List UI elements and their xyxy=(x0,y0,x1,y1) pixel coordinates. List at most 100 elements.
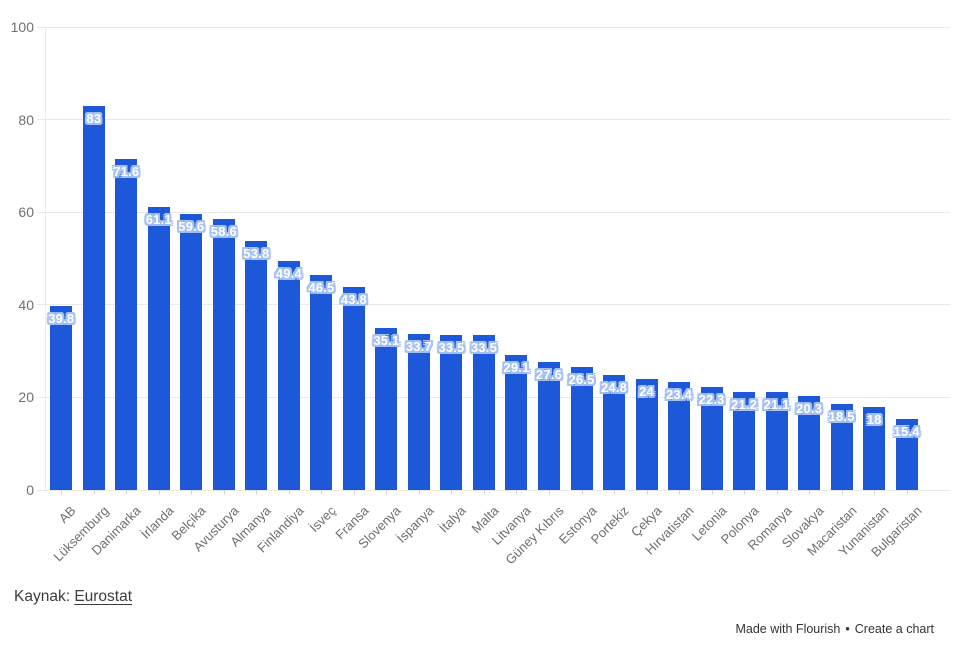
bar-Litvanya[interactable]: 29.1 xyxy=(503,355,529,490)
bar-Bulgaristan[interactable]: 15.4 xyxy=(893,418,920,490)
bar-value-label: 18 xyxy=(866,411,882,427)
bar-value-label: 58.6 xyxy=(210,223,237,239)
gridline-y-100 xyxy=(37,26,950,28)
bar-Lüksemburg[interactable]: 83 xyxy=(82,105,105,490)
bar-Malta[interactable]: 33.5 xyxy=(470,334,498,490)
bar-value-label: 83 xyxy=(86,110,102,126)
made-with-flourish-link[interactable]: Made with Flourish xyxy=(735,622,841,636)
bar-slot: 58.6 Avusturya xyxy=(190,27,241,554)
y-axis-tick-label: 20 xyxy=(18,389,34,406)
bar-value-label: 61.1 xyxy=(145,212,172,228)
x-axis-tick-mark xyxy=(158,490,160,495)
bar-slot: 21.1 Romanya xyxy=(744,27,794,553)
bar-İtalya[interactable]: 33.5 xyxy=(438,334,465,490)
bar-slot: 21.2 Polonya xyxy=(718,27,762,547)
bar-slot: 24.8 Portekiz xyxy=(588,27,632,547)
bar-slot: 15.4 Bulgaristan xyxy=(868,27,924,560)
bars-layer: 39.8 AB 83 Lüksemburg 71.6 Danimarka 61.1 İrlan… xyxy=(45,27,924,567)
x-axis-tick-mark xyxy=(776,490,778,495)
bar-İrlanda[interactable]: 61.1 xyxy=(145,207,172,490)
bar-Polonya[interactable]: 21.2 xyxy=(731,391,757,490)
bar-value-label: 27.6 xyxy=(535,367,563,383)
source-line: Kaynak: Eurostat xyxy=(14,588,132,606)
bar-slot: 59.6 Belçika xyxy=(169,27,209,543)
bar-Çekya[interactable]: 24 xyxy=(635,378,658,490)
x-axis-tick-mark xyxy=(679,490,681,495)
bar-slot: 71.6 Danimarka xyxy=(89,27,144,558)
bar-Slovakya[interactable]: 20.3 xyxy=(796,396,823,490)
x-axis-tick-mark xyxy=(874,490,876,495)
x-axis-tick-mark xyxy=(841,490,843,495)
x-axis-tick-mark xyxy=(418,490,420,495)
bar-slot: 49.4 Finlandiya xyxy=(254,27,306,556)
source-link[interactable]: Eurostat xyxy=(74,588,133,605)
bar-İsveç[interactable]: 46.5 xyxy=(308,274,335,490)
x-axis-tick-mark xyxy=(353,490,355,495)
bar-Hırvatistan[interactable]: 23.4 xyxy=(666,381,692,490)
bar-value-label: 33.5 xyxy=(470,339,498,355)
bar-slot: 27.6 Güney Kıbrıs xyxy=(502,27,567,567)
bar-Yunanistan[interactable]: 18 xyxy=(863,406,886,490)
gridline-y-0 xyxy=(37,489,950,491)
bar-value-label: 39.8 xyxy=(48,310,75,326)
bar-slot: 18 Yunanistan xyxy=(836,27,892,559)
plot-area: 0 20 40 60 80 100 39.8 AB 83 Lüksemburg 71.6 Danim… xyxy=(11,19,950,567)
bar-slot: 29.1 Litvanya xyxy=(489,27,534,548)
bar-Belçika[interactable]: 59.6 xyxy=(178,214,205,490)
bar-Romanya[interactable]: 21.1 xyxy=(763,392,790,490)
bar-slot: 46.5 İsveç xyxy=(305,27,339,535)
x-axis-tick-mark xyxy=(614,490,616,495)
x-axis-category-label: İrlanda xyxy=(137,503,177,542)
x-axis-tick-mark xyxy=(223,490,225,495)
bar-Güney Kıbrıs[interactable]: 27.6 xyxy=(535,362,563,490)
x-axis-tick-mark xyxy=(906,490,908,495)
bar-value-label: 21.1 xyxy=(763,397,790,413)
x-axis-category-label: İtalya xyxy=(436,503,470,536)
x-axis-tick-mark xyxy=(126,490,128,495)
bar-Estonya[interactable]: 26.5 xyxy=(568,367,594,490)
bar-value-label: 49.4 xyxy=(275,266,302,282)
bar-Portekiz[interactable]: 24.8 xyxy=(601,375,627,490)
bar-value-label: 35.1 xyxy=(373,332,400,348)
bar-Letonia[interactable]: 22.3 xyxy=(698,386,725,490)
bar-value-label: 22.3 xyxy=(698,391,725,407)
bar-value-label: 20.3 xyxy=(796,401,823,417)
bar-slot: 83 Lüksemburg xyxy=(50,27,111,564)
x-axis-tick-mark xyxy=(61,490,63,495)
bar-value-label: 33.7 xyxy=(405,338,432,354)
bar-slot: 33.5 İtalya xyxy=(435,27,469,536)
bar-value-label: 15.4 xyxy=(893,423,920,439)
bar-slot: 43.8 Fransa xyxy=(332,27,371,542)
source-prefix-label: Kaynak: xyxy=(14,588,75,605)
gridline-y-40 xyxy=(37,304,950,306)
bar-value-label: 59.6 xyxy=(178,219,205,235)
bar-Avusturya[interactable]: 58.6 xyxy=(210,218,237,490)
x-axis-tick-mark xyxy=(711,490,713,495)
bar-AB[interactable]: 39.8 xyxy=(48,305,75,490)
bar-slot: 39.8 AB xyxy=(45,27,79,526)
bar-Macaristan[interactable]: 18.5 xyxy=(828,404,855,490)
credit-separator: • xyxy=(845,622,850,636)
bar-Almanya[interactable]: 53.8 xyxy=(243,240,269,490)
bar-value-label: 46.5 xyxy=(308,279,335,295)
bar-slot: 23.4 Hırvatistan xyxy=(642,27,697,558)
bar-slot: 53.8 Almanya xyxy=(228,27,274,549)
bar-Danimarka[interactable]: 71.6 xyxy=(113,158,139,490)
y-axis-line xyxy=(45,27,46,490)
x-axis-tick-mark xyxy=(581,490,583,495)
bar-Slovenya[interactable]: 35.1 xyxy=(373,327,400,490)
y-axis-tick-label: 100 xyxy=(10,19,34,35)
x-axis-tick-mark xyxy=(483,490,485,495)
bar-slot: 33.7 İspanya xyxy=(394,27,437,546)
x-axis-tick-mark xyxy=(516,490,518,495)
x-axis-tick-mark xyxy=(288,490,290,495)
bar-Finlandiya[interactable]: 49.4 xyxy=(275,261,302,490)
y-axis-tick-label: 60 xyxy=(18,204,34,221)
create-a-chart-link[interactable]: Create a chart xyxy=(854,622,934,636)
bar-İspanya[interactable]: 33.7 xyxy=(405,333,432,490)
bar-slot: 20.3 Slovakya xyxy=(779,27,827,551)
x-axis-tick-mark xyxy=(646,490,648,495)
bar-value-label: 18.5 xyxy=(828,409,855,425)
bar-Fransa[interactable]: 43.8 xyxy=(341,287,367,490)
bar-value-label: 33.5 xyxy=(438,339,465,355)
